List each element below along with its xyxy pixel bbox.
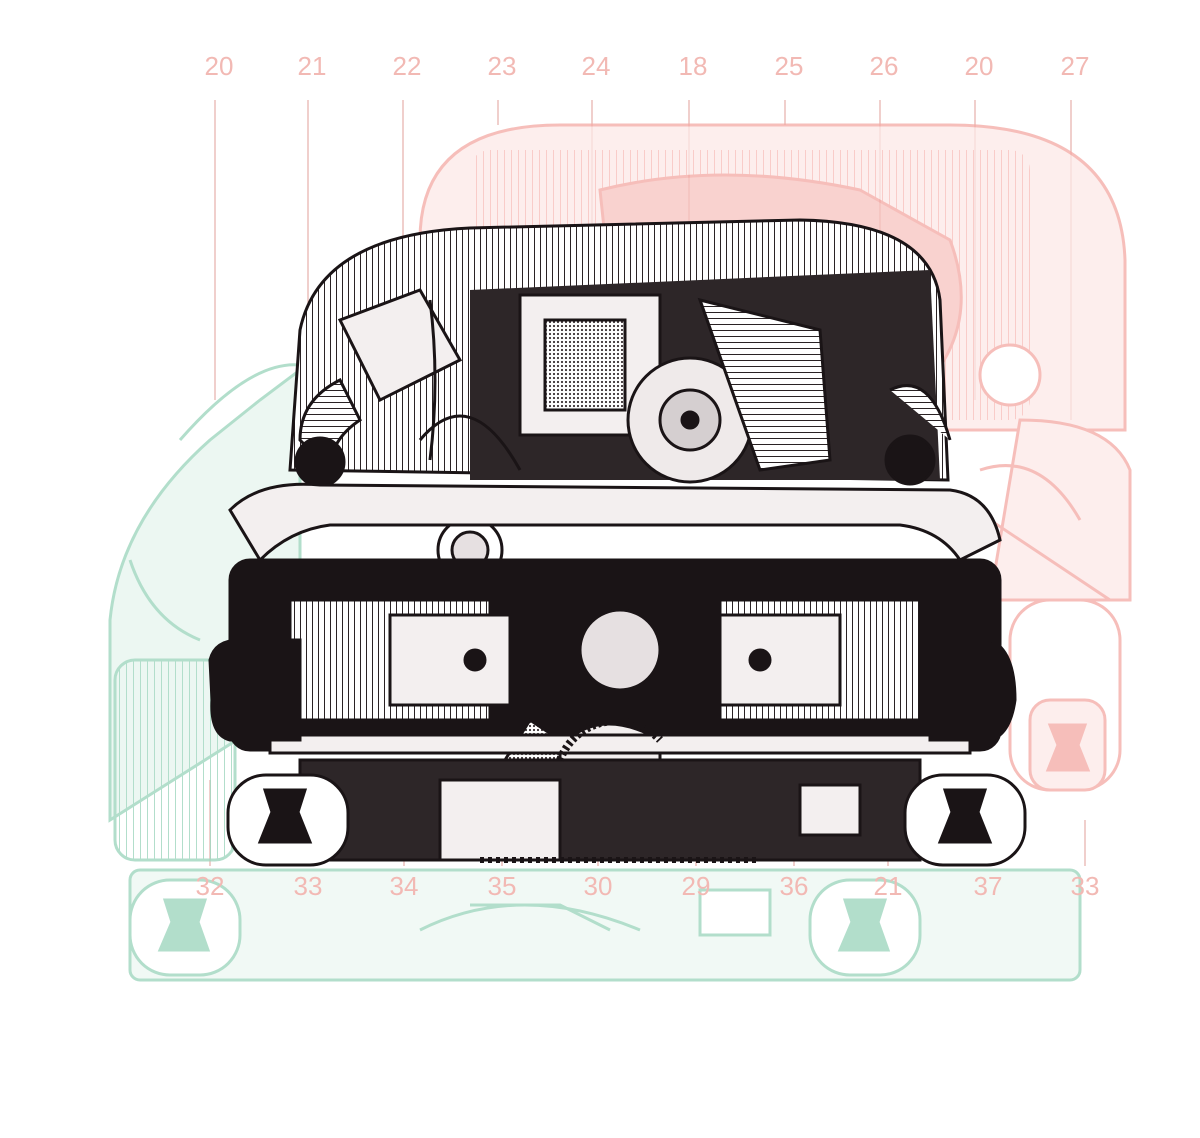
callout-label-top: 23 [488,51,517,81]
callout-label-top: 25 [775,51,804,81]
callout-label-top: 21 [298,51,327,81]
callout-label-bottom: 21 [874,871,903,901]
callout-label-top: 26 [870,51,899,81]
callout-label-bottom: 32 [196,871,225,901]
callout-label-bottom: 37 [974,871,1003,901]
callout-label-bottom: 30 [584,871,613,901]
callout-label-top: 27 [1061,51,1090,81]
callout-label-top: 22 [393,51,422,81]
callout-label-bottom: 34 [390,871,419,901]
callout-label-bottom: 36 [780,871,809,901]
top-callout-labels: 20 21 22 23 24 18 25 26 20 27 [205,51,1090,81]
main-engine-layer [208,218,1027,867]
callout-label-bottom: 33 [294,871,323,901]
callout-label-top: 20 [205,51,234,81]
callout-label-top: 18 [679,51,708,81]
callout-label-bottom: 35 [488,871,517,901]
callout-label-bottom: 29 [682,871,711,901]
callout-label-top: 20 [965,51,994,81]
bottom-callout-labels: 32 33 34 35 30 29 36 21 37 33 [196,871,1100,901]
callout-label-top: 24 [582,51,611,81]
callout-label-bottom: 33 [1071,871,1100,901]
